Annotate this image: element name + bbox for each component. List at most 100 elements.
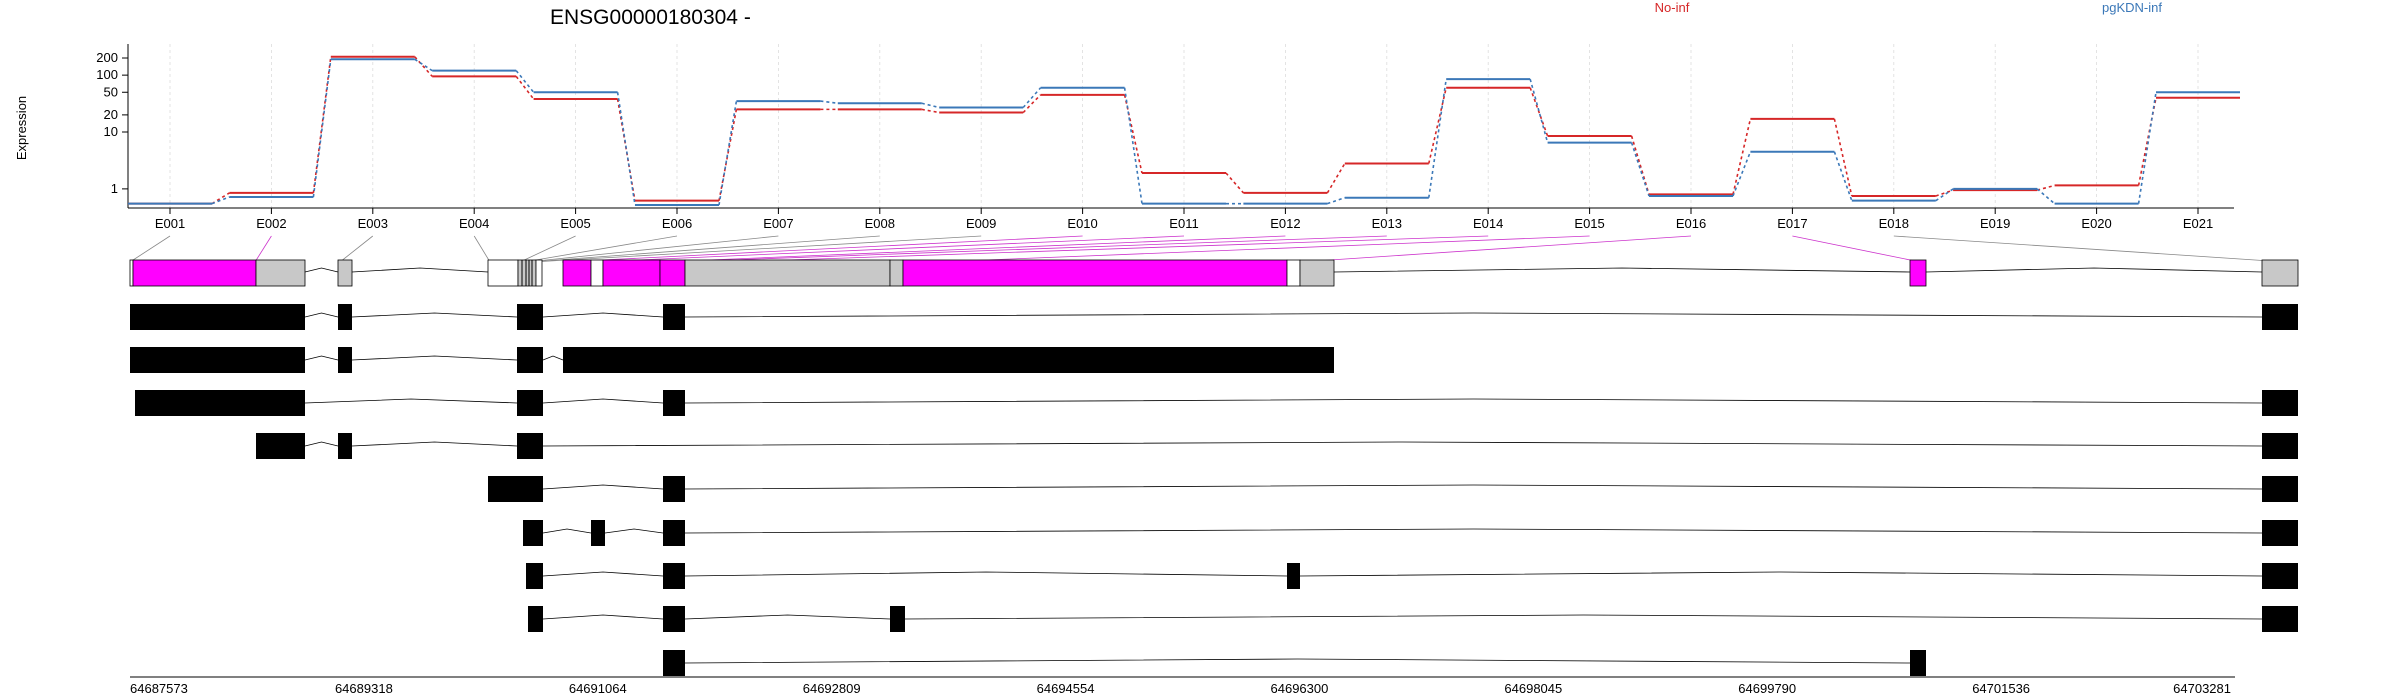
chart-title: ENSG00000180304 - — [550, 6, 751, 29]
transcript-row — [523, 520, 2298, 546]
intron-line — [304, 398, 518, 404]
transcript-exon — [130, 304, 305, 330]
series-connector — [1630, 135, 1650, 195]
gene-model — [129, 259, 2299, 287]
x-tick-label: E013 — [1372, 216, 1402, 231]
transcript-exon — [890, 606, 905, 632]
series-connector — [414, 58, 433, 72]
intron-line — [684, 571, 1288, 577]
exon-bin — [902, 259, 1288, 287]
exon-bin — [2261, 259, 2299, 287]
exon-connector-line — [254, 235, 272, 263]
x-tick-label: E021 — [2183, 216, 2213, 231]
x-tick-label: E007 — [763, 216, 793, 231]
transcript-row — [130, 347, 1334, 373]
exon-connector-line — [1893, 235, 2286, 263]
transcript-exon — [1910, 650, 1926, 676]
intron-line — [542, 355, 564, 361]
exon-bin — [889, 259, 904, 287]
x-tick-label: E004 — [459, 216, 489, 231]
intron-line — [304, 267, 339, 273]
transcript-exon — [528, 606, 543, 632]
transcript-exon — [663, 390, 685, 416]
transcript-exon — [2262, 563, 2298, 589]
series-connector — [1529, 87, 1549, 137]
y-tick-label: 20 — [104, 107, 118, 122]
series-connector — [921, 102, 940, 109]
x-tick-label: E005 — [560, 216, 590, 231]
series-connector — [2137, 97, 2157, 186]
exon-connector-line — [674, 235, 1387, 263]
x-tick-label: E016 — [1676, 216, 1706, 231]
series-connector — [1529, 78, 1549, 143]
y-tick-label: 50 — [104, 84, 118, 99]
exon-bin — [1909, 259, 1927, 287]
genomic-tick-label: 64691064 — [569, 681, 627, 696]
transcript-exon — [1287, 563, 1300, 589]
x-tick-label: E014 — [1473, 216, 1503, 231]
x-tick-label: E001 — [155, 216, 185, 231]
x-tick-label: E009 — [966, 216, 996, 231]
intron-line — [684, 614, 891, 620]
grid-lines — [169, 44, 2199, 208]
x-tick-label: E018 — [1879, 216, 1909, 231]
genomic-tick-label: 64703281 — [2173, 681, 2231, 696]
intron-line — [684, 528, 2263, 534]
exon-connector-line — [526, 235, 779, 263]
expression-axes — [127, 44, 2234, 209]
series-connector — [414, 56, 433, 77]
transcript-exon — [663, 563, 685, 589]
transcript-exon — [130, 347, 305, 373]
transcript-exon — [2262, 304, 2298, 330]
intron-line — [351, 441, 518, 447]
x-tick-label: E006 — [662, 216, 692, 231]
exon-connector-line — [339, 235, 374, 263]
transcript-row — [526, 563, 2298, 589]
exon-connector-line — [473, 235, 491, 263]
x-tick-label: E017 — [1777, 216, 1807, 231]
intron-line — [684, 312, 2263, 318]
exon-bin — [590, 259, 604, 287]
expression-series — [128, 55, 2240, 207]
y-tick-label: 10 — [104, 124, 118, 139]
y-tick-label: 100 — [96, 67, 118, 82]
intron-line — [542, 614, 664, 620]
exon-bin — [684, 259, 891, 287]
x-tick-label: E010 — [1067, 216, 1097, 231]
series-connector — [1428, 79, 1447, 198]
series-connector — [1428, 87, 1447, 164]
exon-bin — [129, 259, 134, 287]
intron-line — [1299, 571, 2263, 577]
transcript-exon — [526, 563, 543, 589]
exon-connector-line — [529, 235, 880, 263]
intron-line — [304, 355, 339, 361]
transcript-exon — [517, 433, 543, 459]
exon-bin — [255, 259, 306, 287]
genomic-tick-label: 64689318 — [335, 681, 393, 696]
x-tick-label: E002 — [256, 216, 286, 231]
series-connector — [2036, 188, 2056, 205]
exon-bin — [517, 259, 537, 287]
series-connector — [2036, 184, 2055, 191]
intron-line — [904, 614, 2263, 620]
exon-connector-line — [561, 235, 1083, 263]
transcript-exon — [2262, 520, 2298, 546]
exon-bin — [337, 259, 353, 287]
intron-line — [542, 398, 664, 404]
transcript-row — [256, 433, 2298, 459]
series-connector — [1225, 172, 1245, 194]
transcript-exon — [591, 520, 605, 546]
exon-bin — [132, 259, 257, 287]
intron-line — [304, 441, 339, 447]
exon-bin — [1299, 259, 1335, 287]
intron-line — [542, 484, 664, 490]
transcript-exon — [338, 347, 352, 373]
series-connector — [616, 92, 636, 206]
exon-connector-line — [129, 235, 171, 263]
intron-line — [351, 355, 518, 361]
x-tick-label: E019 — [1980, 216, 2010, 231]
exon-connector-line — [659, 235, 1286, 263]
exon-bin — [1286, 259, 1301, 287]
transcript-exon — [563, 347, 1334, 373]
